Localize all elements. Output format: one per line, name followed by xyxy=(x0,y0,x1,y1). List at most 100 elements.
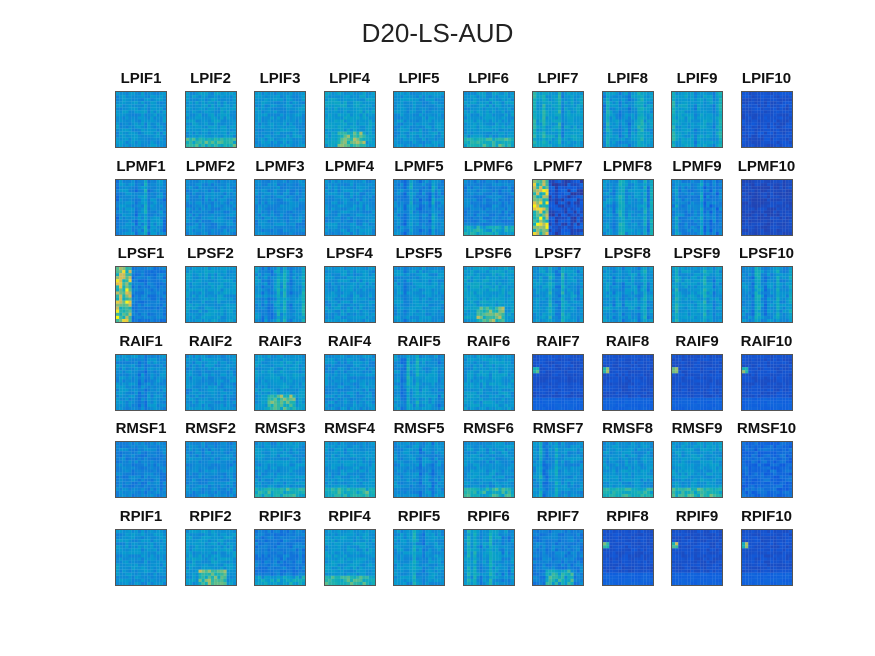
heatmap-cell xyxy=(198,179,202,183)
heatmap-cell xyxy=(216,210,220,214)
heatmap-cell xyxy=(579,137,583,141)
heatmap-cell xyxy=(501,110,505,114)
heatmap-cell xyxy=(333,128,338,132)
heatmap-cell xyxy=(125,185,129,189)
heatmap-cell xyxy=(558,143,562,147)
heatmap-cell xyxy=(428,140,432,145)
heatmap-cell xyxy=(397,122,401,126)
heatmap-cell xyxy=(153,122,157,126)
heatmap-cell xyxy=(488,143,492,147)
heatmap-cell xyxy=(409,131,413,135)
heatmap-cell xyxy=(289,143,293,147)
heatmap-cell xyxy=(608,182,612,186)
heatmap-cell xyxy=(419,122,423,126)
heatmap-cell xyxy=(476,228,480,232)
heatmap-cell xyxy=(264,95,268,99)
heatmap-cell xyxy=(643,125,647,129)
heatmap-cell xyxy=(122,110,126,114)
heatmap-cell xyxy=(431,197,435,201)
heatmap-cell xyxy=(147,225,151,229)
heatmap-cell xyxy=(185,194,189,198)
heatmap-cell xyxy=(678,119,682,123)
heatmap-cell xyxy=(627,98,631,102)
heatmap-cell xyxy=(137,122,142,126)
heatmap-cell xyxy=(494,191,498,195)
heatmap-panel: LPIF9 xyxy=(668,70,726,150)
heatmap-cell xyxy=(561,179,565,183)
heatmap-cell xyxy=(358,197,363,201)
heatmap-cell xyxy=(352,113,356,117)
heatmap-cell xyxy=(131,134,135,138)
heatmap-cell xyxy=(747,113,751,117)
heatmap-cell xyxy=(744,92,748,96)
heatmap-cell xyxy=(137,207,142,211)
heatmap-cell xyxy=(229,104,233,108)
heatmap-cell xyxy=(579,113,583,117)
heatmap-cell xyxy=(466,128,470,132)
heatmap-cell xyxy=(472,222,477,226)
heatmap-cell xyxy=(122,182,126,186)
heatmap-cell xyxy=(159,179,163,183)
heatmap-cell xyxy=(672,110,676,114)
heatmap-cell xyxy=(697,131,701,135)
heatmap-cell xyxy=(684,143,688,147)
heatmap-cell xyxy=(536,216,540,220)
heatmap-cell xyxy=(210,131,214,135)
heatmap-cell xyxy=(618,143,622,147)
heatmap-cell xyxy=(422,122,426,126)
heatmap-cell xyxy=(119,228,123,232)
heatmap-cell xyxy=(270,210,274,214)
heatmap-cell xyxy=(554,107,559,111)
heatmap-cell xyxy=(286,194,290,198)
heatmap-cell xyxy=(358,216,363,220)
heatmap-cell xyxy=(741,113,745,117)
heatmap-cell xyxy=(216,213,220,217)
heatmap-cell xyxy=(349,182,353,186)
heatmap-cell xyxy=(551,104,555,108)
heatmap-cell xyxy=(358,110,363,114)
heatmap-cell xyxy=(564,207,568,211)
heatmap-cell xyxy=(649,137,653,141)
heatmap-cell xyxy=(690,98,694,102)
heatmap-cell xyxy=(337,131,341,135)
heatmap-cell xyxy=(715,104,719,108)
heatmap-cell xyxy=(542,107,546,111)
heatmap-cell xyxy=(608,98,612,102)
heatmap-cell xyxy=(757,125,761,129)
heatmap-cell xyxy=(434,200,438,205)
heatmap-cell xyxy=(772,119,776,123)
heatmap-cell xyxy=(286,207,290,211)
heatmap-cell xyxy=(122,140,126,145)
heatmap-cell xyxy=(333,92,338,96)
heatmap-cell xyxy=(769,134,773,138)
heatmap-cell xyxy=(466,113,470,117)
heatmap-cell xyxy=(615,110,619,114)
heatmap-cell xyxy=(608,113,612,117)
heatmap-cell xyxy=(213,104,217,108)
heatmap-cell xyxy=(757,116,761,120)
heatmap-cell xyxy=(286,191,290,195)
heatmap-cell xyxy=(687,98,691,102)
heatmap-cell xyxy=(128,210,132,214)
heatmap-cell xyxy=(687,113,691,117)
heatmap-cell xyxy=(463,191,467,195)
heatmap-cell xyxy=(340,179,344,183)
heatmap-cell xyxy=(472,131,477,135)
heatmap-cell xyxy=(119,134,123,138)
heatmap-cell xyxy=(204,200,208,205)
heatmap-cell xyxy=(188,116,192,120)
heatmap-cell xyxy=(198,131,202,135)
heatmap-cell xyxy=(159,125,163,129)
heatmap-cell xyxy=(542,134,546,138)
heatmap-cell xyxy=(542,200,546,205)
heatmap-cell xyxy=(141,200,145,205)
heatmap-cell xyxy=(754,110,758,114)
heatmap-cell xyxy=(501,131,505,135)
heatmap-cell xyxy=(301,182,305,186)
heatmap-cell xyxy=(403,125,407,129)
heatmap-cell xyxy=(469,222,473,226)
heatmap-cell xyxy=(276,113,281,117)
heatmap-cell xyxy=(349,92,353,96)
heatmap-cell xyxy=(301,188,305,192)
heatmap-cell xyxy=(573,98,577,102)
